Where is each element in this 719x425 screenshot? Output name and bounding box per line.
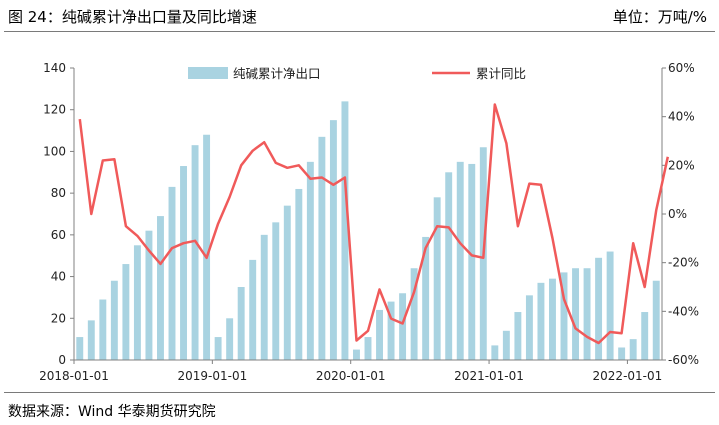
bar — [306, 161, 314, 360]
chart-footer: 数据来源：Wind 华泰期货研究院 — [0, 389, 719, 425]
bar — [122, 264, 130, 360]
footer-divider — [4, 392, 715, 393]
x-tick-label: 2022-01-01 — [593, 369, 663, 383]
bar — [76, 337, 84, 360]
bar — [376, 309, 383, 360]
x-tick-label: 2018-01-01 — [39, 369, 109, 383]
bar — [502, 330, 510, 360]
bar — [525, 295, 533, 360]
line-series — [78, 103, 670, 345]
bar — [618, 347, 626, 360]
x-tick-label: 2021-01-01 — [454, 369, 524, 383]
bar — [583, 268, 591, 360]
y-tick-label-left: 40 — [51, 270, 66, 284]
legend: 纯碱累计净出口 累计同比 — [188, 66, 526, 81]
y-tick-label-left: 0 — [58, 353, 66, 367]
bar — [491, 345, 499, 360]
bar — [387, 301, 395, 360]
bar — [399, 293, 407, 360]
bar — [341, 101, 349, 360]
y-tick-label-left: 80 — [51, 186, 66, 200]
chart-title: 图 24：纯碱累计净出口量及同比增速 — [8, 8, 257, 26]
y-tick-label-right: 0% — [668, 207, 687, 221]
y-tick-label-left: 60 — [51, 228, 66, 242]
bar — [145, 230, 153, 360]
bar — [203, 134, 211, 360]
bar — [226, 318, 234, 360]
bar — [422, 236, 430, 360]
y-tick-label-right: 60% — [668, 61, 695, 75]
bar — [99, 299, 107, 360]
bar — [133, 245, 141, 360]
bar — [214, 337, 222, 360]
bar — [560, 272, 568, 360]
y-tick-label-left: 100 — [43, 144, 66, 158]
yoy-line — [78, 103, 670, 345]
bar — [652, 280, 660, 360]
y-tick-label-right: -40% — [668, 304, 699, 318]
source-note: 数据来源：Wind 华泰期货研究院 — [8, 404, 216, 420]
unit-label: 单位：万吨/% — [612, 8, 707, 26]
y-tick-label-right: 20% — [668, 158, 695, 172]
bar — [629, 339, 637, 360]
bar — [514, 312, 522, 360]
y-tick-label-right: -20% — [668, 256, 699, 270]
x-tick-label: 2019-01-01 — [177, 369, 247, 383]
bar — [110, 280, 118, 360]
bar — [549, 278, 556, 360]
bar — [191, 145, 199, 360]
y-tick-label-right: -60% — [668, 353, 699, 367]
chart-area: 0 20 40 60 80 100 120 140 -60% -40% -20% 0% 20% 40% 60… — [39, 61, 699, 383]
bar — [410, 268, 418, 360]
bar — [353, 349, 360, 360]
bar — [641, 312, 649, 360]
bar — [329, 120, 337, 361]
bar — [260, 234, 268, 360]
y-tick-label-left: 120 — [43, 103, 66, 117]
bar — [445, 172, 453, 360]
bar — [180, 166, 187, 360]
bar — [87, 320, 95, 360]
bar — [456, 161, 464, 360]
bar — [606, 251, 614, 360]
legend-label-line: 累计同比 — [476, 66, 526, 81]
bar — [272, 222, 280, 360]
legend-swatch-bar — [188, 67, 228, 79]
header-divider — [4, 31, 715, 32]
y-tick-label-right: 40% — [668, 110, 695, 124]
bar — [283, 205, 291, 360]
bar — [168, 186, 176, 360]
axes: 0 20 40 60 80 100 120 140 -60% -40% -20% 0% 20% 40% 60… — [39, 61, 699, 383]
bar — [249, 259, 257, 360]
chart-header: 图 24：纯碱累计净出口量及同比增速 单位：万吨/% — [0, 0, 719, 36]
bar-series — [76, 101, 660, 361]
bar — [468, 163, 476, 360]
y-tick-label-left: 20 — [51, 311, 66, 325]
bar — [595, 257, 603, 360]
bar — [537, 282, 545, 360]
bar — [433, 197, 441, 360]
bar — [295, 188, 303, 360]
bar — [237, 287, 245, 360]
bar — [364, 337, 372, 360]
legend-label-bar: 纯碱累计净出口 — [233, 66, 321, 81]
bar — [572, 268, 579, 360]
x-tick-label: 2020-01-01 — [316, 369, 386, 383]
bar — [157, 216, 164, 360]
bar — [318, 136, 326, 360]
y-tick-label-left: 140 — [43, 61, 66, 75]
